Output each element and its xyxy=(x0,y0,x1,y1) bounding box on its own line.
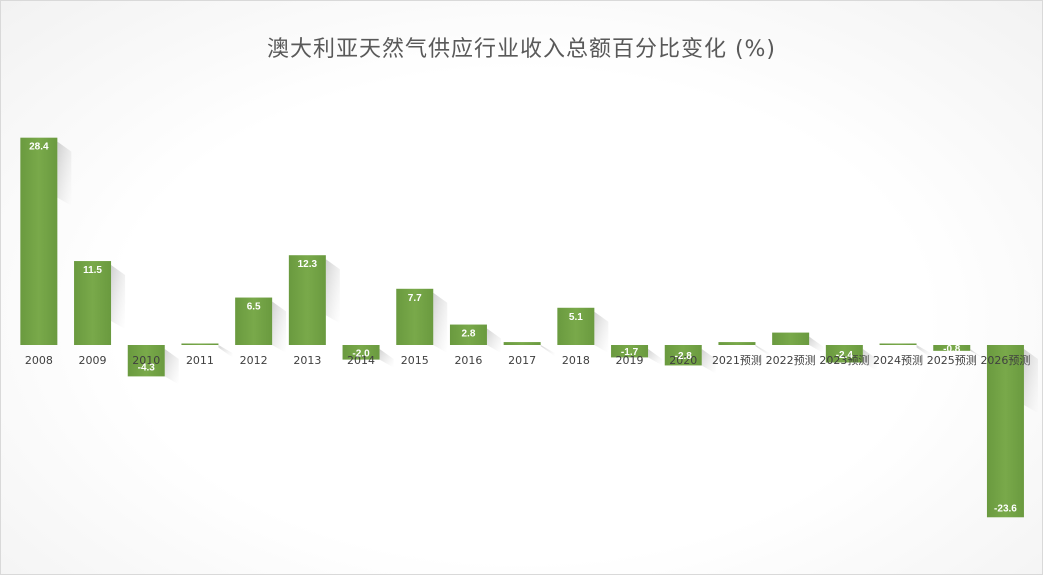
bar-shadow xyxy=(701,349,716,374)
bar-shadow xyxy=(1023,349,1038,413)
data-label: -2.8 xyxy=(675,351,693,362)
bar xyxy=(718,342,756,345)
bar xyxy=(933,345,971,351)
data-label: -23.6 xyxy=(994,503,1017,514)
bar-shadow xyxy=(486,328,501,353)
bar-shadow xyxy=(916,345,931,358)
bar-shadow xyxy=(325,259,340,324)
category-label: 2017 xyxy=(508,354,536,367)
data-label: 12.3 xyxy=(298,259,318,270)
bar-shadow xyxy=(648,349,663,366)
data-label: 6.5 xyxy=(247,302,261,313)
bar-shadow xyxy=(594,311,609,353)
bar xyxy=(74,261,112,345)
bar xyxy=(879,343,917,345)
bar-shadow xyxy=(379,349,394,368)
data-label: -0.8 xyxy=(943,344,961,355)
category-label: 2016 xyxy=(454,354,482,367)
category-label: 2013 xyxy=(293,354,321,367)
bar xyxy=(986,345,1024,518)
data-label: -2.4 xyxy=(836,350,854,361)
category-label: 2022预测 xyxy=(766,354,816,367)
category-label: 2010 xyxy=(132,354,160,367)
category-label: 2021预测 xyxy=(712,354,762,367)
data-label: 28.4 xyxy=(29,142,49,153)
bar xyxy=(772,332,810,345)
bar xyxy=(611,345,649,358)
bar xyxy=(396,288,434,345)
data-label: 0.4 xyxy=(730,331,744,342)
bar-shadow xyxy=(218,345,233,358)
category-label: 2012 xyxy=(240,354,268,367)
bar xyxy=(449,324,487,345)
category-label: 2018 xyxy=(562,354,590,367)
category-label: 2023预测 xyxy=(819,354,869,367)
bar xyxy=(181,343,219,345)
bar-shadow xyxy=(433,292,448,353)
bar-shadow xyxy=(755,345,770,357)
chart-title: 澳大利亚天然气供应行业收入总额百分比变化 (%) xyxy=(266,37,777,62)
bar xyxy=(664,345,702,366)
category-label: 2009 xyxy=(79,354,107,367)
category-label: 2025预测 xyxy=(927,354,977,367)
data-label: 0.4 xyxy=(515,331,529,342)
bar-shadow xyxy=(970,349,985,359)
data-label: -4.3 xyxy=(138,362,156,373)
data-label: 5.1 xyxy=(569,312,583,323)
category-label: 2015 xyxy=(401,354,429,367)
bar xyxy=(557,307,595,345)
bar xyxy=(342,345,380,360)
data-label: 2.8 xyxy=(461,329,475,340)
category-label: 2026预测 xyxy=(980,354,1030,367)
category-label: 2008 xyxy=(25,354,53,367)
bar-shadow xyxy=(272,301,287,353)
bar xyxy=(288,255,326,345)
bar-shadow xyxy=(164,349,179,385)
category-label: 2014 xyxy=(347,354,375,367)
bar-shadow xyxy=(540,345,555,357)
data-label: -2.0 xyxy=(352,348,370,359)
bar xyxy=(20,137,58,345)
category-label: 2020 xyxy=(669,354,697,367)
bar-shadow xyxy=(57,141,72,206)
data-label: 11.5 xyxy=(83,265,102,276)
category-label: 2024预测 xyxy=(873,354,923,367)
bar-shadow xyxy=(862,349,877,371)
category-label: 2011 xyxy=(186,354,214,367)
bar xyxy=(127,345,165,377)
data-label: 1.7 xyxy=(784,322,798,333)
data-label: 0.1 xyxy=(891,333,905,344)
data-label: -1.7 xyxy=(621,347,639,358)
data-label: 7.7 xyxy=(408,293,422,304)
bar xyxy=(825,345,863,363)
bar xyxy=(235,297,273,345)
category-label: 2019 xyxy=(616,354,644,367)
bar-shadow xyxy=(111,265,126,330)
bar-shadow xyxy=(809,336,824,353)
bar xyxy=(503,342,541,345)
